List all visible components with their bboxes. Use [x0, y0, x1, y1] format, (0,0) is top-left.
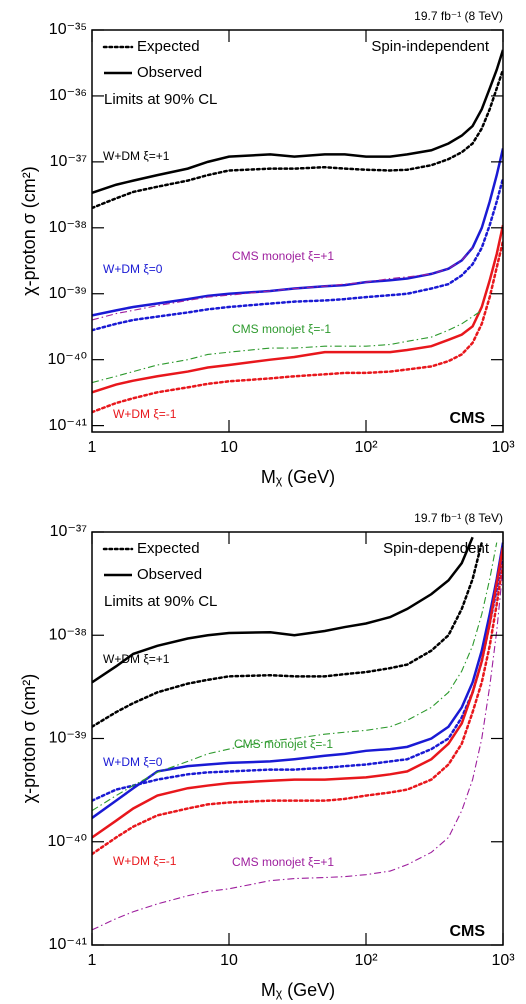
curve — [92, 536, 474, 684]
y-tick-label: 10⁻³⁹ — [49, 730, 87, 747]
x-tick-label: 10² — [354, 952, 378, 969]
experiment: CMS — [449, 923, 485, 940]
curve-label: W+DM ξ=+1 — [103, 652, 170, 666]
x-axis-title: Mᵪ (GeV) — [261, 467, 335, 487]
curve — [92, 49, 503, 194]
curve-label: CMS monojet ξ=+1 — [232, 249, 334, 263]
curve — [92, 68, 503, 210]
x-tick-label: 10² — [354, 439, 378, 456]
curve — [92, 567, 503, 931]
y-tick-label: 10⁻³⁸ — [49, 626, 87, 643]
y-tick-label: 10⁻³⁷ — [50, 523, 88, 540]
legend-label: Expected — [137, 540, 200, 557]
curve-label: W+DM ξ=-1 — [113, 854, 177, 868]
x-tick-label: 10 — [220, 952, 238, 969]
curve — [92, 224, 503, 394]
curve — [92, 177, 503, 332]
y-axis-title: χ-proton σ (cm²) — [19, 674, 39, 804]
curve — [92, 547, 503, 839]
x-tick-label: 1 — [88, 952, 97, 969]
experiment: CMS — [449, 410, 485, 427]
y-tick-label: 10⁻⁴⁰ — [47, 833, 87, 850]
curve — [92, 148, 503, 317]
curve-label: W+DM ξ=-1 — [113, 407, 177, 421]
y-tick-label: 10⁻⁴¹ — [49, 417, 87, 434]
plot: 1 10 10² 10³ 10⁻⁴¹ 10⁻⁴⁰ 10⁻³⁹ 10⁻³⁸ 10⁻³⁷ 10⁻³⁶ 1… — [19, 9, 515, 487]
curve — [92, 239, 503, 414]
plot: 1 10 10² 10³ 10⁻⁴¹ 10⁻⁴⁰ 10⁻³⁹ 10⁻³⁸ 10⁻³⁷ Mᵪ (Ge… — [19, 511, 515, 1000]
legend-label: Observed — [137, 566, 202, 583]
x-tick-label: 10³ — [491, 439, 515, 456]
x-tick-label: 1 — [88, 439, 97, 456]
curve — [92, 542, 498, 812]
curves — [92, 536, 503, 931]
y-tick-label: 10⁻³⁹ — [49, 285, 87, 302]
curve-label: W+DM ξ=0 — [103, 262, 163, 276]
curve-label: CMS monojet ξ=-1 — [232, 322, 331, 336]
curve — [92, 561, 503, 856]
curve — [92, 247, 474, 321]
plot-frame — [91, 29, 504, 433]
curve-label: W+DM ξ=0 — [103, 755, 163, 769]
x-tick-label: 10 — [220, 439, 238, 456]
y-tick-label: 10⁻⁴¹ — [49, 936, 87, 953]
y-axis-title: χ-proton σ (cm²) — [19, 166, 39, 296]
y-tick-label: 10⁻³⁸ — [49, 219, 87, 236]
y-tick-label: 10⁻³⁵ — [49, 21, 87, 38]
legend-label: Observed — [137, 64, 202, 81]
x-axis-title: Mᵪ (GeV) — [261, 980, 335, 1000]
analysis-label: Spin-independent — [371, 38, 489, 55]
y-tick-label: 10⁻³⁶ — [49, 87, 87, 104]
luminosity: 19.7 fb⁻¹ (8 TeV) — [414, 9, 503, 23]
analysis-label: Spin-dependent — [383, 540, 490, 557]
legend-note: Limits at 90% CL — [104, 91, 217, 108]
legend-note: Limits at 90% CL — [104, 593, 217, 610]
y-tick-label: 10⁻³⁷ — [50, 153, 88, 170]
curve-label: CMS monojet ξ=-1 — [234, 737, 333, 751]
x-tick-label: 10³ — [491, 952, 515, 969]
legend-label: Expected — [137, 38, 200, 55]
curves — [92, 49, 503, 414]
curve — [92, 309, 483, 384]
luminosity: 19.7 fb⁻¹ (8 TeV) — [414, 511, 503, 525]
curve-label: W+DM ξ=+1 — [103, 149, 170, 163]
y-tick-label: 10⁻⁴⁰ — [47, 351, 87, 368]
curve — [92, 542, 503, 819]
curve-label: CMS monojet ξ=+1 — [232, 855, 334, 869]
curve — [92, 541, 484, 728]
